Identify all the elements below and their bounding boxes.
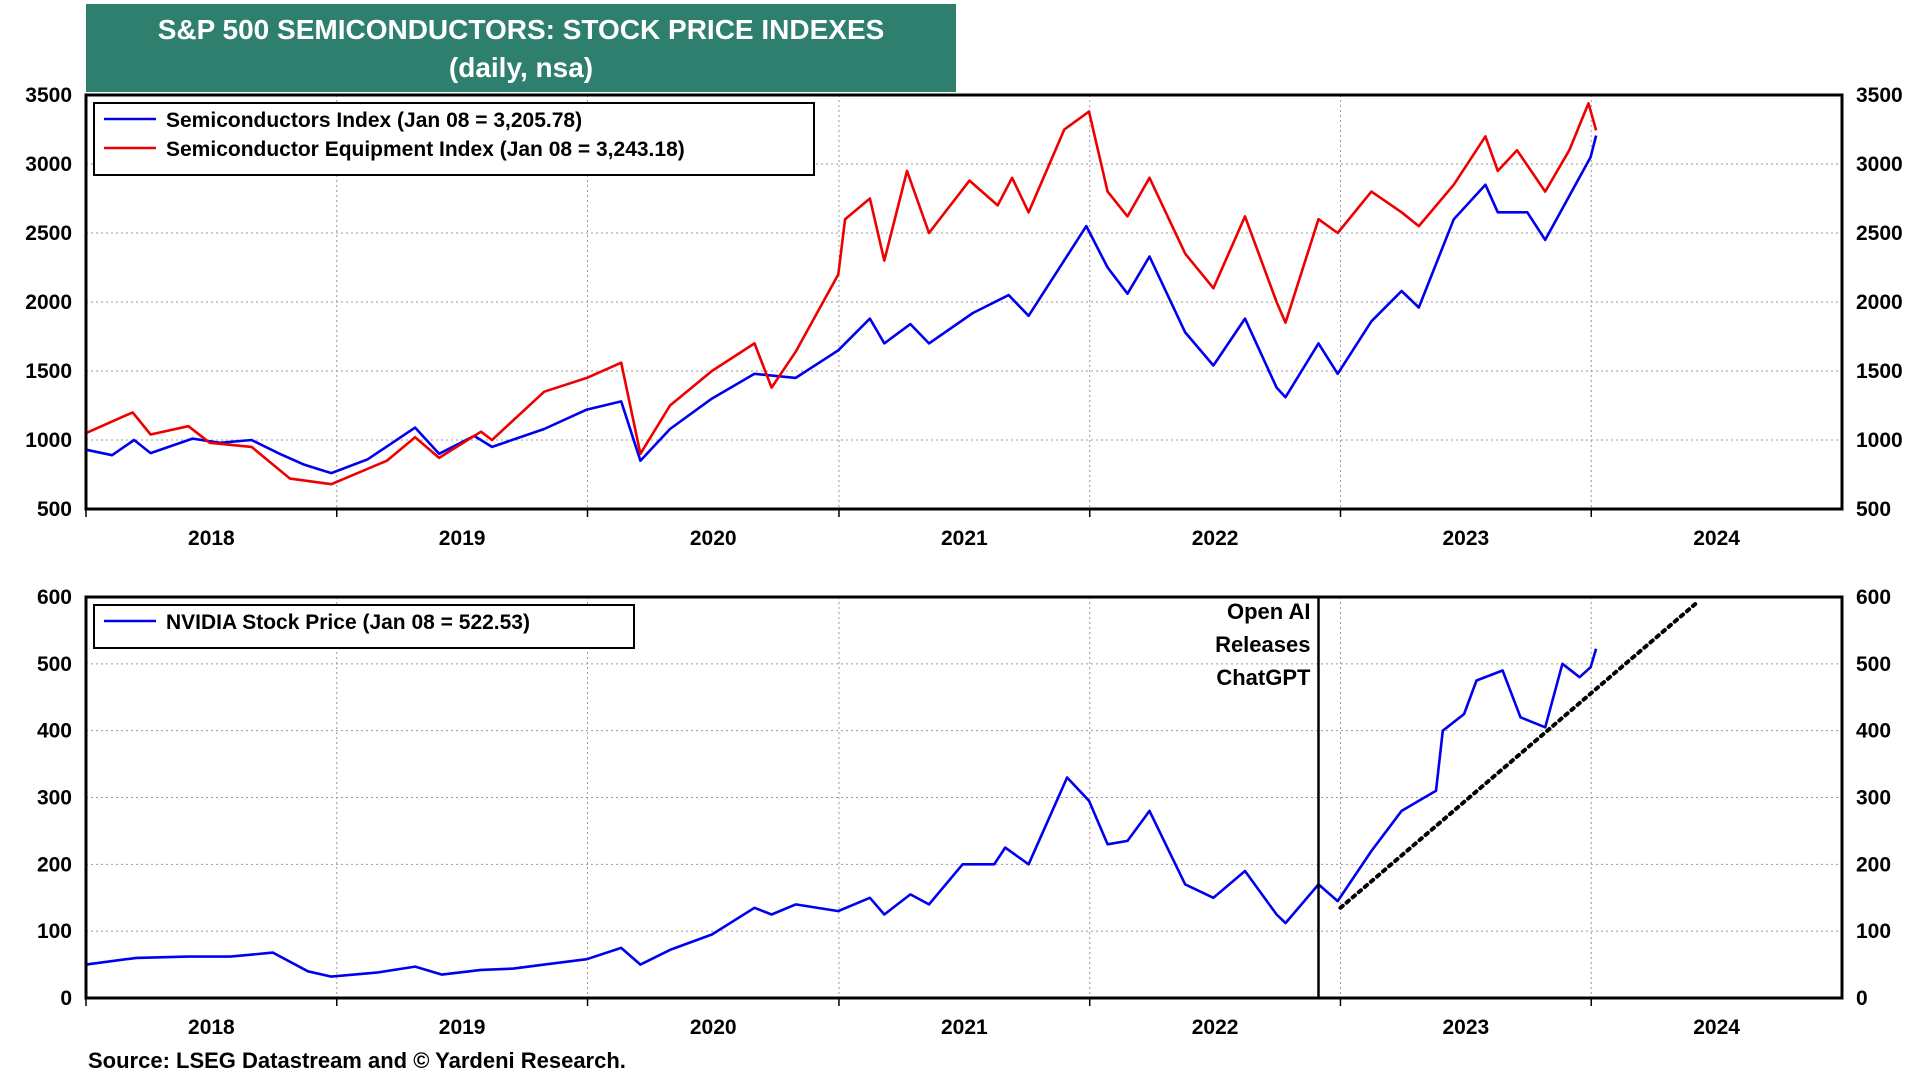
y-tick-label-left: 400 xyxy=(37,720,72,743)
y-tick-label-right: 300 xyxy=(1856,787,1891,810)
legend-box xyxy=(93,604,635,649)
y-tick-label-left: 2000 xyxy=(25,291,72,314)
annotation-text: Releases xyxy=(1215,632,1310,657)
annotation-text: Open AI xyxy=(1227,599,1311,624)
chart-title-box: S&P 500 SEMICONDUCTORS: STOCK PRICE INDE… xyxy=(86,4,956,92)
plot-frame xyxy=(84,595,1844,1000)
y-tick-label-right: 1500 xyxy=(1856,360,1903,383)
legend-box xyxy=(93,102,815,176)
y-tick-label-right: 500 xyxy=(1856,653,1891,676)
x-tick-label: 2022 xyxy=(1192,1016,1239,1039)
y-tick-label-left: 500 xyxy=(37,498,72,521)
y-tick-label-left: 500 xyxy=(37,653,72,676)
series-line-1 xyxy=(85,135,1598,475)
y-tick-label-right: 100 xyxy=(1856,920,1891,943)
y-tick-label-right: 2500 xyxy=(1856,222,1903,245)
x-tick-label: 2021 xyxy=(941,1016,988,1039)
y-tick-label-right: 3000 xyxy=(1856,153,1903,176)
x-tick-label: 2018 xyxy=(188,1016,235,1039)
series-line-1 xyxy=(85,648,1598,978)
y-tick-label-left: 300 xyxy=(37,787,72,810)
y-tick-label-left: 600 xyxy=(37,586,72,609)
x-tick-label: 2020 xyxy=(690,1016,737,1039)
y-tick-label-right: 500 xyxy=(1856,498,1891,521)
y-tick-label-right: 200 xyxy=(1856,853,1891,876)
x-tick-label: 2019 xyxy=(439,1016,486,1039)
x-tick-label: 2022 xyxy=(1192,527,1239,550)
plot-frame xyxy=(84,93,1844,511)
y-tick-label-left: 2500 xyxy=(25,222,72,245)
x-tick-label: 2018 xyxy=(188,527,235,550)
y-tick-label-left: 0 xyxy=(60,987,72,1010)
chart-subtitle: (daily, nsa) xyxy=(448,52,594,83)
y-tick-label-right: 3500 xyxy=(1856,84,1903,107)
y-tick-label-left: 200 xyxy=(37,853,72,876)
annotation-text: ChatGPT xyxy=(1216,665,1311,690)
chart-panel-1: 2018 2019 2020 2021 2022 2023 2024 500 500 1000 10… xyxy=(25,84,1902,550)
source-note: Source: LSEG Datastream and © Yardeni Re… xyxy=(88,1048,626,1073)
y-tick-label-right: 0 xyxy=(1856,987,1868,1010)
y-tick-label-right: 400 xyxy=(1856,720,1891,743)
y-tick-label-left: 3000 xyxy=(25,153,72,176)
y-tick-label-left: 3500 xyxy=(25,84,72,107)
y-tick-label-right: 1000 xyxy=(1856,429,1903,452)
chart-title: S&P 500 SEMICONDUCTORS: STOCK PRICE INDE… xyxy=(157,14,885,45)
x-tick-label: 2020 xyxy=(690,527,737,550)
x-tick-label: 2023 xyxy=(1443,527,1490,550)
x-tick-label: 2024 xyxy=(1693,527,1740,550)
x-tick-label: 2021 xyxy=(941,527,988,550)
x-tick-label: 2023 xyxy=(1443,1016,1490,1039)
x-tick-label: 2019 xyxy=(439,527,486,550)
x-tick-label: 2024 xyxy=(1693,1016,1740,1039)
y-tick-label-left: 100 xyxy=(37,920,72,943)
y-tick-label-right: 600 xyxy=(1856,586,1891,609)
legend-label: Semiconductor Equipment Index (Jan 08 = … xyxy=(166,138,685,161)
legend-label: NVIDIA Stock Price (Jan 08 = 522.53) xyxy=(166,611,530,634)
series-line-2 xyxy=(85,102,1598,486)
legend-label: Semiconductors Index (Jan 08 = 3,205.78) xyxy=(166,109,582,132)
y-tick-label-left: 1000 xyxy=(25,429,72,452)
trendline xyxy=(1338,601,1698,910)
chart-panel-2: 2018 2019 2020 2021 2022 2023 2024 0 0 100 100 200 2… xyxy=(37,586,1891,1039)
y-tick-label-right: 2000 xyxy=(1856,291,1903,314)
y-tick-label-left: 1500 xyxy=(25,360,72,383)
